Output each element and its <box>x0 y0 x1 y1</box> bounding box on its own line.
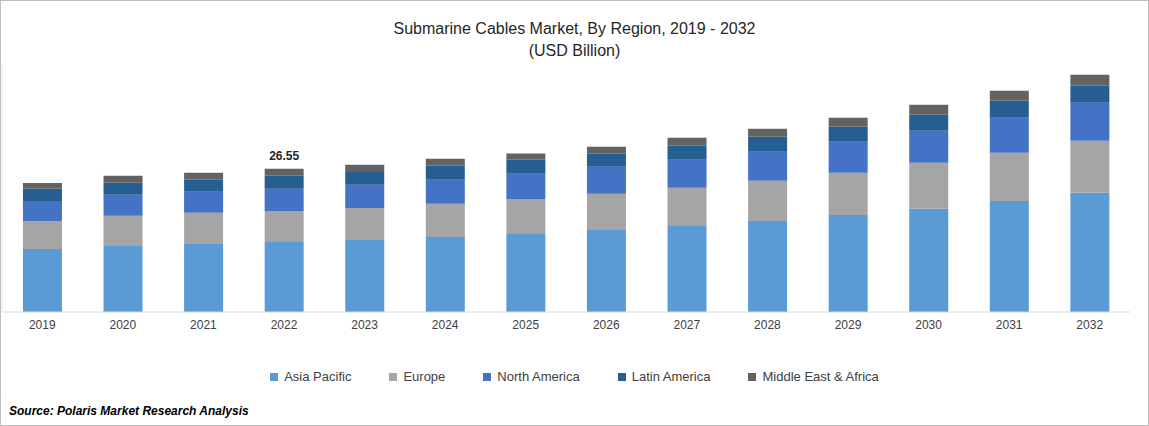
html-text:Europe: Europe <box>403 369 446 384</box>
svg-text:2020: 2020 <box>110 318 137 332</box>
svg-text:2022: 2022 <box>271 318 298 332</box>
svg-text:2026: 2026 <box>593 318 620 332</box>
svg-text:2027: 2027 <box>674 318 701 332</box>
svg-text:2023: 2023 <box>351 318 378 332</box>
svg-text:2032: 2032 <box>1076 318 1103 332</box>
svg-text:2025: 2025 <box>512 318 539 332</box>
svg-text:2019: 2019 <box>29 318 56 332</box>
svg-text:26.55: 26.55 <box>269 149 299 163</box>
svg-text:2021: 2021 <box>190 318 217 332</box>
html-text:Asia Pacific: Asia Pacific <box>284 369 352 384</box>
svg-text:2024: 2024 <box>432 318 459 332</box>
html-text:Source: Polaris Market Researc: Source: Polaris Market Research Analysis <box>9 404 249 418</box>
svg-text:2030: 2030 <box>915 318 942 332</box>
svg-text:2031: 2031 <box>996 318 1023 332</box>
html-text:Submarine Cables Market, By Re: Submarine Cables Market, By Region, 2019… <box>393 20 756 37</box>
svg-text:2028: 2028 <box>754 318 781 332</box>
html-text:Middle East & Africa: Middle East & Africa <box>762 369 879 384</box>
html-text:North America: North America <box>497 369 580 384</box>
svg-text:2029: 2029 <box>835 318 862 332</box>
html-text:(USD Billion): (USD Billion) <box>528 42 621 59</box>
html-text:Latin America: Latin America <box>631 369 711 384</box>
